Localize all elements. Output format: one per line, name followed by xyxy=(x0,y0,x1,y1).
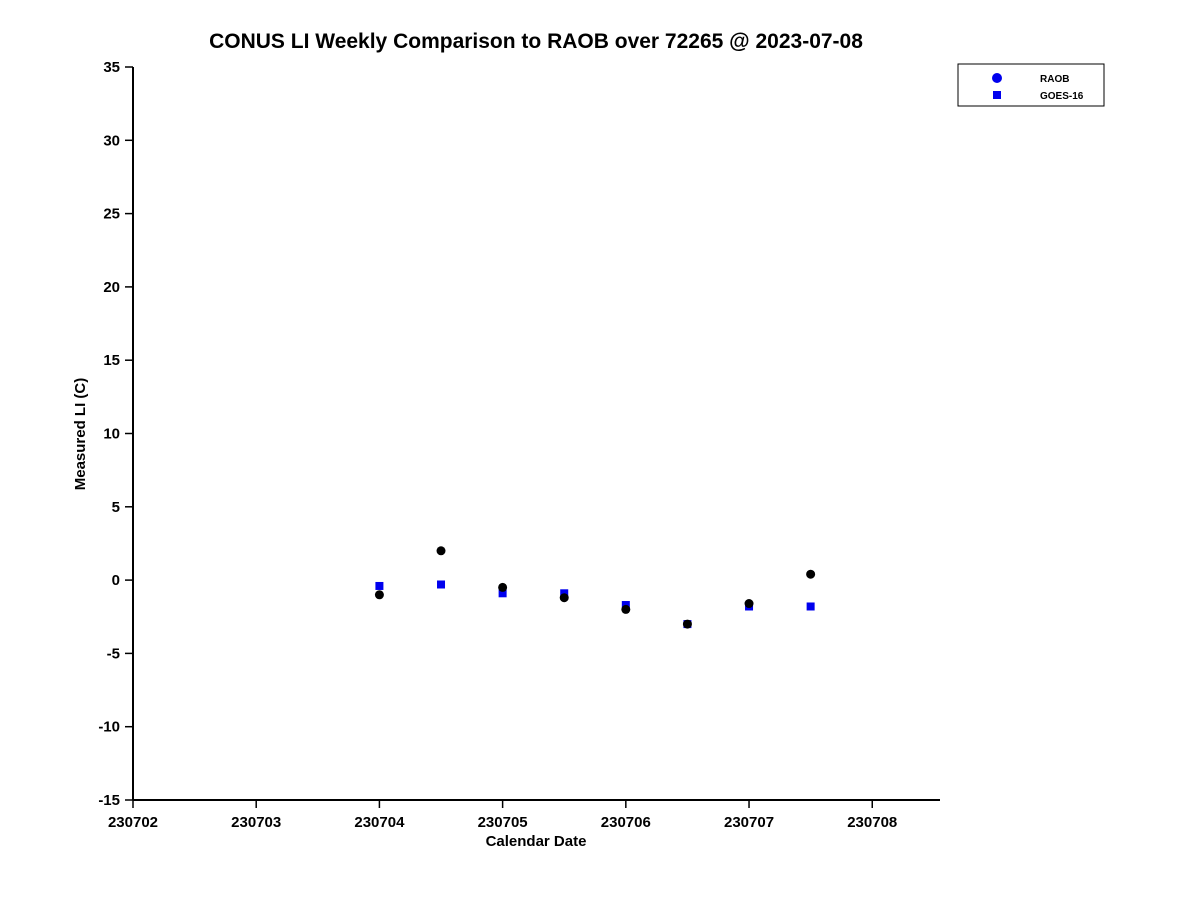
goes16-point xyxy=(806,602,815,611)
goes16-point xyxy=(498,589,507,598)
y-tick-label: -10 xyxy=(98,719,120,736)
legend-label: RAOB xyxy=(1040,74,1069,85)
raob-point xyxy=(744,599,754,609)
y-tick-label: -15 xyxy=(98,792,120,809)
y-tick-label: 35 xyxy=(103,59,120,76)
legend-box xyxy=(957,63,1105,107)
axes: 230702 230703 230704 230705 230706 230707 2307… xyxy=(98,59,940,831)
raob-point xyxy=(621,604,631,614)
y-tick-label: 10 xyxy=(103,426,120,443)
raob-point xyxy=(374,590,384,600)
raob-point xyxy=(436,546,446,556)
raob-point xyxy=(559,593,569,603)
y-tick-label: 15 xyxy=(103,352,120,369)
chart-title: CONUS LI Weekly Comparison to RAOB over … xyxy=(209,30,863,53)
raob-point xyxy=(682,619,692,629)
legend-marker-raob xyxy=(992,73,1002,83)
x-axis-label: Calendar Date xyxy=(486,833,587,850)
x-tick-label: 230703 xyxy=(231,814,281,831)
y-tick-label: 30 xyxy=(103,132,120,149)
raob-point xyxy=(498,582,508,592)
x-tick-label: 230707 xyxy=(724,814,774,831)
y-tick-label: 20 xyxy=(103,279,120,296)
data-points xyxy=(374,546,816,629)
y-tick-label: 0 xyxy=(112,572,120,589)
legend: RAOB GOES-16 xyxy=(957,63,1105,107)
goes16-point xyxy=(437,580,446,589)
x-tick-label: 230706 xyxy=(601,814,651,831)
raob-point xyxy=(806,569,816,579)
legend-marker-goes16 xyxy=(993,91,1001,99)
x-tick-label: 230702 xyxy=(108,814,158,831)
y-axis-label: Measured LI (C) xyxy=(72,378,89,491)
y-tick-label: -5 xyxy=(107,645,120,662)
goes16-point xyxy=(375,581,384,590)
x-tick-label: 230708 xyxy=(847,814,897,831)
legend-label: GOES-16 xyxy=(1040,91,1084,102)
y-tick-label: 25 xyxy=(103,206,120,223)
y-tick-label: 5 xyxy=(112,499,120,516)
x-tick-label: 230705 xyxy=(478,814,528,831)
x-tick-label: 230704 xyxy=(354,814,405,831)
